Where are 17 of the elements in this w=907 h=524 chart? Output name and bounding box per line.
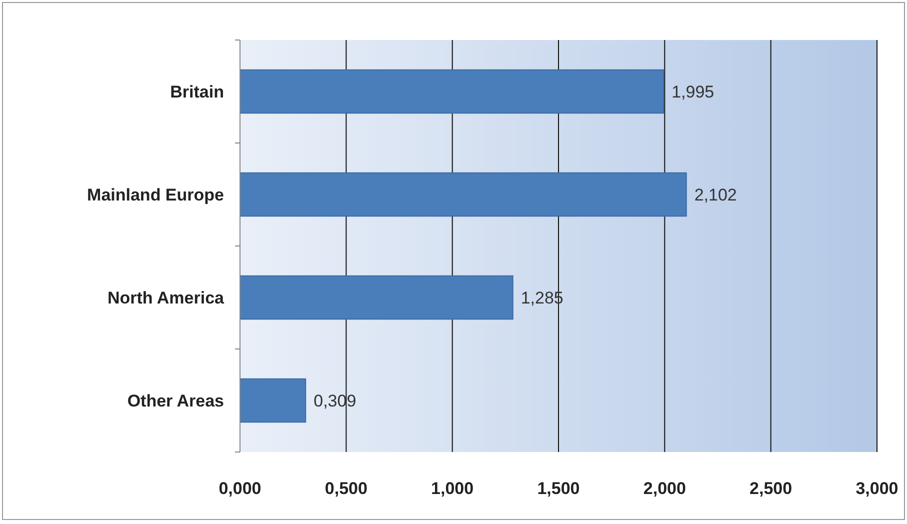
x-tick-label: 0,500	[324, 479, 368, 498]
x-tick-label: 0,000	[218, 479, 262, 498]
y-tick-label: Other Areas	[127, 391, 224, 410]
data-label: 1,995	[672, 82, 714, 102]
x-tick-label: 3,000	[856, 479, 898, 498]
data-label: 2,102	[694, 185, 737, 204]
y-tick-label: Mainland Europe	[87, 185, 224, 204]
x-tick-label: 2,000	[643, 479, 686, 498]
bar	[240, 378, 306, 423]
x-tick-label: 1,500	[537, 479, 580, 498]
y-tick-label: North America	[107, 288, 225, 308]
x-tick-label: 1,000	[431, 479, 474, 498]
bar	[240, 275, 514, 320]
bar	[240, 69, 664, 114]
y-tick-label: Britain	[170, 82, 224, 102]
x-tick-label: 2,500	[750, 479, 792, 498]
bar	[240, 172, 687, 217]
